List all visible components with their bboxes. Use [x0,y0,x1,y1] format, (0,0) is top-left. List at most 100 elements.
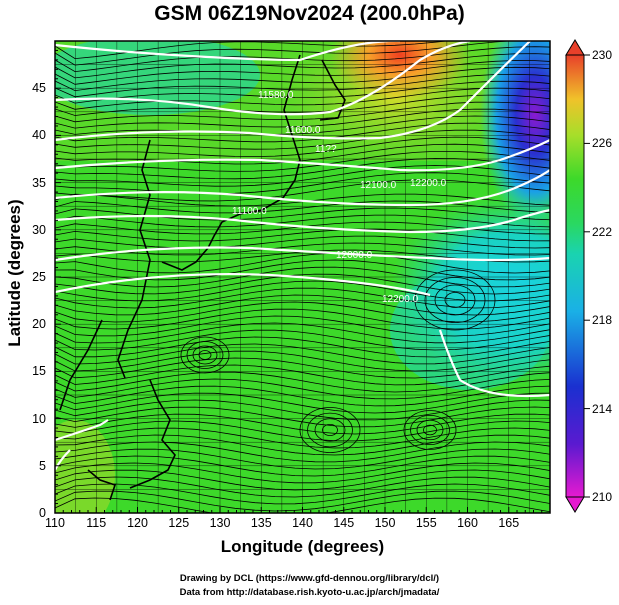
streamline [416,419,444,441]
streamline [55,60,550,85]
x-tick-label: 130 [209,516,231,530]
streamline [55,385,550,407]
streamline [322,424,338,436]
x-tick-label: 165 [498,516,520,530]
streamline [55,157,550,180]
streamline [55,115,550,135]
streamline [55,434,550,456]
x-tick-label: 110 [45,516,65,530]
streamline [55,329,550,351]
streamline [307,412,353,448]
colorbar-tick-label: 226 [592,136,613,151]
streamline [55,455,550,477]
streamline [55,53,550,79]
streamline [444,292,466,308]
streamline [55,179,550,202]
contour-label: 12200.0 [410,178,447,189]
streamline [414,269,496,331]
streamline [55,308,550,330]
contour-label: 12000.0 [336,250,373,261]
streamline [403,410,457,450]
streamline [55,420,550,442]
x-tick-label: 155 [415,516,437,530]
streamline [180,336,230,374]
streamline [55,129,550,150]
streamline [55,101,550,123]
streamline [55,41,450,60]
streamline [55,406,550,428]
x-tick-label: 150 [374,516,396,530]
streamline [55,266,550,288]
colorbar-tick-label: 218 [592,313,613,328]
credit-data-source: Data from http://database.rish.kyoto-u.a… [179,587,440,598]
streamline [55,322,550,344]
streamline [55,462,550,484]
streamline [434,284,476,316]
y-tick-label: 40 [32,128,46,143]
streamline [424,277,486,323]
colorbar-tick-label: 222 [592,224,613,239]
contour-label: 11?? [315,144,337,155]
contour-label: 12100.0 [360,180,397,191]
streamline [55,273,550,295]
streamline [55,371,550,393]
streamline [314,418,346,442]
y-tick-label: 15 [32,364,46,379]
streamline [55,41,514,66]
streamline [55,448,550,470]
colorbar-tick-label: 214 [592,401,613,416]
colorbar-min-arrow [565,496,585,513]
streamline [55,108,550,129]
streamline [55,122,550,143]
x-tick-label: 145 [333,516,355,530]
streamline [55,73,550,98]
streamline [55,214,550,228]
streamline [55,378,550,400]
streamline [55,315,550,337]
streamline [55,399,550,421]
credit-drawing: Drawing by DCL (https://www.gfd-dennou.o… [179,573,440,584]
x-tick-label: 125 [168,516,190,530]
streamline [55,392,550,414]
streamline [55,357,550,379]
streamline [55,252,550,274]
y-tick-label: 5 [39,458,46,473]
streamline [198,350,212,360]
x-tick-label: 115 [86,516,107,530]
streamline [55,242,550,256]
streamline [55,301,550,323]
streamline [55,497,550,513]
y-tick-label: 20 [32,317,46,332]
streamline [55,151,550,172]
streamline [55,490,550,512]
x-tick-label: 120 [127,516,148,530]
colorbar-max-arrow [565,39,585,56]
x-tick-label: 160 [457,516,478,530]
streamline [55,350,550,372]
x-axis-label: Longitude (degrees) [220,537,385,556]
streamline [55,235,550,249]
height-contours [55,41,550,471]
y-tick-label: 0 [39,506,46,520]
streamline [186,341,224,369]
streamline [55,66,550,92]
colorbar-tick-label: 230 [592,48,613,62]
contour-label: 11100.0 [232,206,267,217]
streamline [55,476,550,498]
streamline [55,336,550,358]
x-tick-label: 135 [250,516,272,530]
axis-ticks [54,40,551,514]
contour-label-group: 11580.0 11600.0 11?? 11100.0 12000.0 121… [232,90,447,305]
streamline [55,207,550,221]
y-tick-label: 30 [32,222,46,237]
streamline [55,364,550,386]
streamline [55,343,550,365]
y-tick-label: 25 [32,270,46,284]
contour-label: 12200.0 [382,294,419,305]
colorbar-tick-label: 210 [592,490,613,504]
y-tick-label: 10 [32,411,46,426]
contour-label: 11600.0 [285,125,321,136]
streamline [55,427,550,449]
streamline [55,200,550,214]
